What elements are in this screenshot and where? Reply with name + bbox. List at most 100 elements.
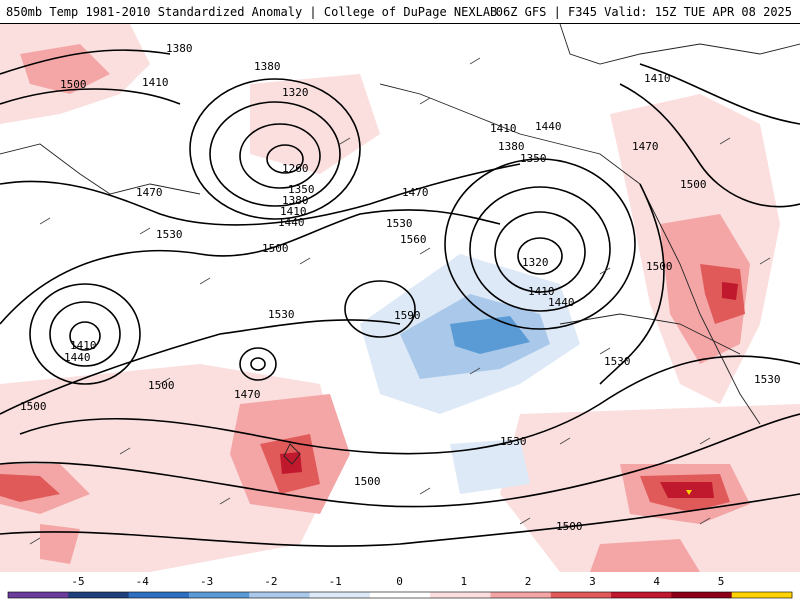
contour-label: 1530 — [156, 228, 183, 241]
legend-color-swatch — [249, 592, 311, 598]
height-contour — [619, 83, 800, 208]
height-contour — [344, 280, 416, 338]
contour-label: 1380 — [254, 60, 281, 73]
contour-label: 1410 — [70, 339, 97, 352]
contour-label: 1560 — [400, 233, 427, 246]
legend-tick-labels: -5 -4 -3 -2 -1 0 1 2 3 4 5 — [71, 575, 724, 588]
legend-tick-label: -4 — [136, 575, 150, 588]
legend-tick-label: -5 — [71, 575, 84, 588]
contour-label: 1470 — [234, 388, 261, 401]
legend-color-swatch — [671, 592, 733, 598]
height-contour — [29, 283, 141, 385]
anomaly-shading — [0, 24, 800, 572]
height-contour — [0, 49, 171, 75]
contour-label: 1590 — [394, 309, 421, 322]
contour-label: 1470 — [136, 186, 163, 199]
map-title: 850mb Temp 1981-2010 Standardized Anomal… — [6, 5, 498, 19]
contour-label: 1500 — [680, 178, 707, 191]
height-contour — [0, 163, 521, 226]
warm-anomaly-shade — [722, 282, 738, 300]
height-contour — [19, 355, 800, 455]
height-contour — [250, 357, 266, 371]
contour-label: 1350 — [288, 183, 315, 196]
contour-label: 1410 — [142, 76, 169, 89]
legend-tick-label: -3 — [200, 575, 213, 588]
contour-label: 1380 — [166, 42, 193, 55]
warm-anomaly-shade — [20, 44, 110, 94]
legend-tick-label: -1 — [329, 575, 342, 588]
height-contour — [444, 158, 636, 330]
legend-tick-label: 4 — [653, 575, 660, 588]
contour-label: 1440 — [548, 296, 575, 309]
contour-label: 1320 — [522, 256, 549, 269]
contour-label: 1500 — [556, 520, 583, 533]
legend-color-swatch — [68, 592, 130, 598]
contour-label: 1260 — [282, 162, 309, 175]
warm-anomaly-shade — [590, 539, 700, 572]
model-run-valid-time: 06Z GFS | F345 Valid: 15Z TUE APR 08 202… — [495, 5, 792, 19]
contour-label: 1470 — [402, 186, 429, 199]
geopotential-height-contours — [0, 49, 800, 547]
warm-anomaly-shade — [40, 524, 80, 564]
height-contour — [639, 63, 800, 125]
height-contour — [0, 319, 401, 415]
legend-tick-label: 0 — [396, 575, 403, 588]
legend-tick-label: -2 — [264, 575, 277, 588]
height-contour — [599, 183, 665, 385]
legend-color-swatch — [430, 592, 491, 598]
contour-label: 1350 — [520, 152, 547, 165]
contour-label: 1530 — [754, 373, 781, 386]
height-contour — [494, 211, 586, 293]
height-contour — [189, 78, 361, 220]
height-contour — [0, 493, 800, 547]
height-contour — [239, 347, 277, 381]
legend-color-swatch — [8, 592, 69, 598]
contour-label: 1440 — [535, 120, 562, 133]
height-contour — [0, 88, 181, 105]
cold-anomaly-shade — [450, 316, 530, 354]
contour-label: 1380 — [498, 140, 525, 153]
wind-barbs — [29, 57, 771, 545]
legend-color-bar — [7, 591, 793, 599]
contour-label: 1530 — [604, 355, 631, 368]
legend-color-swatch — [369, 592, 431, 598]
anomaly-map: 1380 1410 1380 1320 1260 1350 1380 1410 … — [0, 24, 800, 572]
warm-anomaly-shade — [0, 474, 60, 502]
contour-label: 1470 — [632, 140, 659, 153]
contour-label: 1410 — [280, 205, 307, 218]
contour-label: 1500 — [148, 379, 175, 392]
legend-tick-label: 2 — [525, 575, 532, 588]
height-contour — [49, 301, 121, 367]
legend-color-swatch — [550, 592, 612, 598]
contour-label: 1410 — [644, 72, 671, 85]
warm-anomaly-shade — [686, 490, 692, 495]
cold-anomaly-shade — [450, 439, 530, 494]
contour-label: 1410 — [528, 285, 555, 298]
legend-tick-label: 1 — [460, 575, 467, 588]
legend-color-swatch — [731, 592, 793, 598]
contour-label: 1500 — [262, 242, 289, 255]
warm-anomaly-shade — [250, 74, 380, 174]
contour-label: 1500 — [60, 78, 87, 91]
legend-color-swatch — [611, 592, 672, 598]
contour-label: 1500 — [354, 475, 381, 488]
height-contour — [239, 123, 321, 189]
legend-color-swatch — [309, 592, 371, 598]
legend-color-swatch — [188, 592, 250, 598]
legend-color-swatch — [490, 592, 552, 598]
legend-tick-label: 3 — [589, 575, 596, 588]
contour-label: 1500 — [646, 260, 673, 273]
contour-label: 1500 — [20, 400, 47, 413]
height-contour — [0, 209, 501, 325]
height-contour — [469, 186, 611, 312]
contour-label: 1380 — [282, 194, 309, 207]
height-contour — [0, 413, 800, 508]
height-contour — [266, 144, 304, 174]
height-contour — [517, 237, 563, 275]
contour-label: 1530 — [268, 308, 295, 321]
contour-label: 1440 — [64, 351, 91, 364]
contour-label: 1440 — [278, 216, 305, 229]
title-bar: 850mb Temp 1981-2010 Standardized Anomal… — [0, 0, 800, 24]
contour-label: 1530 — [500, 435, 527, 448]
contour-label: 1410 — [490, 122, 517, 135]
